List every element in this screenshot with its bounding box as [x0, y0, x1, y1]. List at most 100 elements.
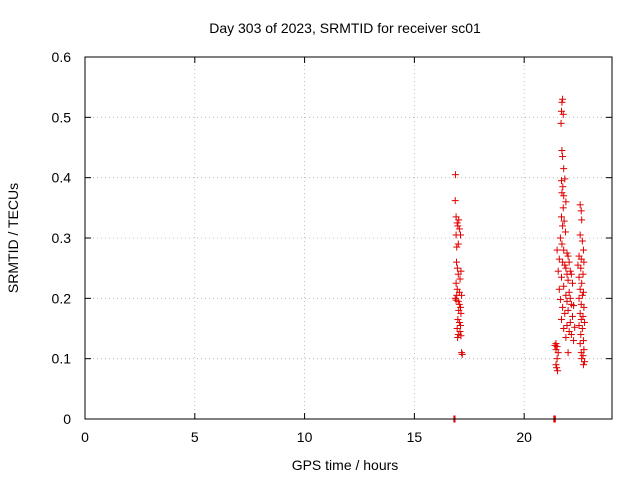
data-point: [562, 264, 570, 272]
data-point: [576, 309, 584, 317]
data-point: [578, 355, 586, 363]
data-point: [557, 315, 565, 323]
data-point: [458, 349, 466, 357]
data-point: [554, 349, 562, 357]
data-point: [577, 331, 585, 339]
data-point: [456, 275, 464, 283]
data-point: [455, 318, 463, 326]
data-point: [452, 279, 460, 287]
chart-title: Day 303 of 2023, SRMTID for receiver sc0…: [209, 20, 481, 36]
data-point: [575, 321, 583, 329]
data-point: [562, 334, 570, 342]
data-point: [454, 334, 462, 342]
data-point: [554, 267, 562, 275]
data-point: [559, 222, 567, 230]
data-point: [576, 201, 584, 209]
data-point: [570, 337, 578, 345]
data-point: [577, 315, 585, 323]
data-point: [559, 303, 567, 311]
data-point: [580, 303, 588, 311]
data-point: [454, 222, 462, 230]
data-point: [559, 204, 567, 212]
data-point: [457, 267, 465, 275]
data-point: [570, 302, 578, 310]
data-point: [567, 270, 575, 278]
data-point: [578, 291, 586, 299]
data-point: [577, 264, 585, 272]
data-point: [564, 252, 572, 260]
data-point: [453, 264, 461, 272]
data-point: [574, 261, 582, 269]
data-point: [451, 171, 459, 179]
y-tick-label: 0: [63, 411, 71, 427]
data-point: [558, 240, 566, 248]
data-point: [454, 297, 462, 305]
plot-frame: [84, 56, 613, 420]
data-point: [455, 225, 463, 233]
data-point: [579, 361, 587, 369]
data-point: [568, 279, 576, 287]
data-point: [576, 285, 584, 293]
y-tick-label: 0.4: [52, 170, 72, 186]
data-points: [450, 95, 589, 423]
x-tick-label: 20: [516, 429, 532, 445]
data-point: [561, 175, 569, 183]
data-point: [454, 240, 462, 248]
data-point: [557, 107, 565, 115]
x-tick-label: 10: [297, 429, 313, 445]
data-point: [579, 288, 587, 296]
data-point: [567, 331, 575, 339]
data-point: [556, 234, 564, 242]
data-point: [453, 258, 461, 266]
grid-lines: [85, 57, 612, 419]
data-point: [565, 288, 573, 296]
data-point: [559, 110, 567, 118]
x-tick-label: 5: [191, 429, 199, 445]
data-point: [578, 325, 586, 332]
y-tick-label: 0.1: [52, 351, 72, 367]
data-point: [456, 321, 464, 329]
data-point: [577, 207, 585, 215]
data-point: [453, 325, 461, 332]
data-point: [575, 294, 583, 302]
data-point: [566, 267, 574, 275]
y-tick-label: 0.2: [52, 290, 72, 306]
data-point: [577, 349, 585, 357]
data-point: [566, 294, 574, 302]
data-point: [454, 315, 462, 323]
data-point: [561, 309, 569, 317]
data-point: [562, 291, 570, 299]
tick-labels: 0 5 10 15 20 0 0.1 0.2 0.3 0.4 0.5 0.6: [52, 49, 533, 445]
data-point: [457, 332, 465, 340]
data-point: [575, 273, 583, 281]
data-point: [552, 361, 560, 369]
data-point: [563, 321, 571, 329]
data-point: [576, 340, 584, 348]
data-point: [581, 358, 589, 366]
data-point: [458, 350, 466, 358]
data-point: [560, 246, 568, 254]
data-point: [561, 261, 569, 269]
data-point: [451, 197, 459, 205]
data-point: [566, 318, 574, 326]
data-point: [453, 243, 461, 251]
data-point: [565, 258, 573, 266]
data-point: [557, 177, 565, 185]
data-point: [553, 246, 561, 254]
data-point: [457, 309, 465, 317]
data-point: [578, 279, 586, 287]
axis-ticks: [84, 56, 612, 420]
data-point: [581, 318, 589, 326]
data-point: [571, 323, 579, 331]
x-tick-label: 0: [81, 429, 89, 445]
data-point: [561, 228, 569, 236]
x-axis-title: GPS time / hours: [292, 457, 399, 473]
data-point: [556, 296, 564, 304]
data-point: [580, 258, 588, 266]
data-point: [558, 147, 566, 155]
y-axis-title: SRMTID / TECUs: [5, 183, 21, 293]
data-point: [555, 285, 563, 293]
data-point: [579, 352, 587, 360]
data-point: [579, 270, 587, 278]
